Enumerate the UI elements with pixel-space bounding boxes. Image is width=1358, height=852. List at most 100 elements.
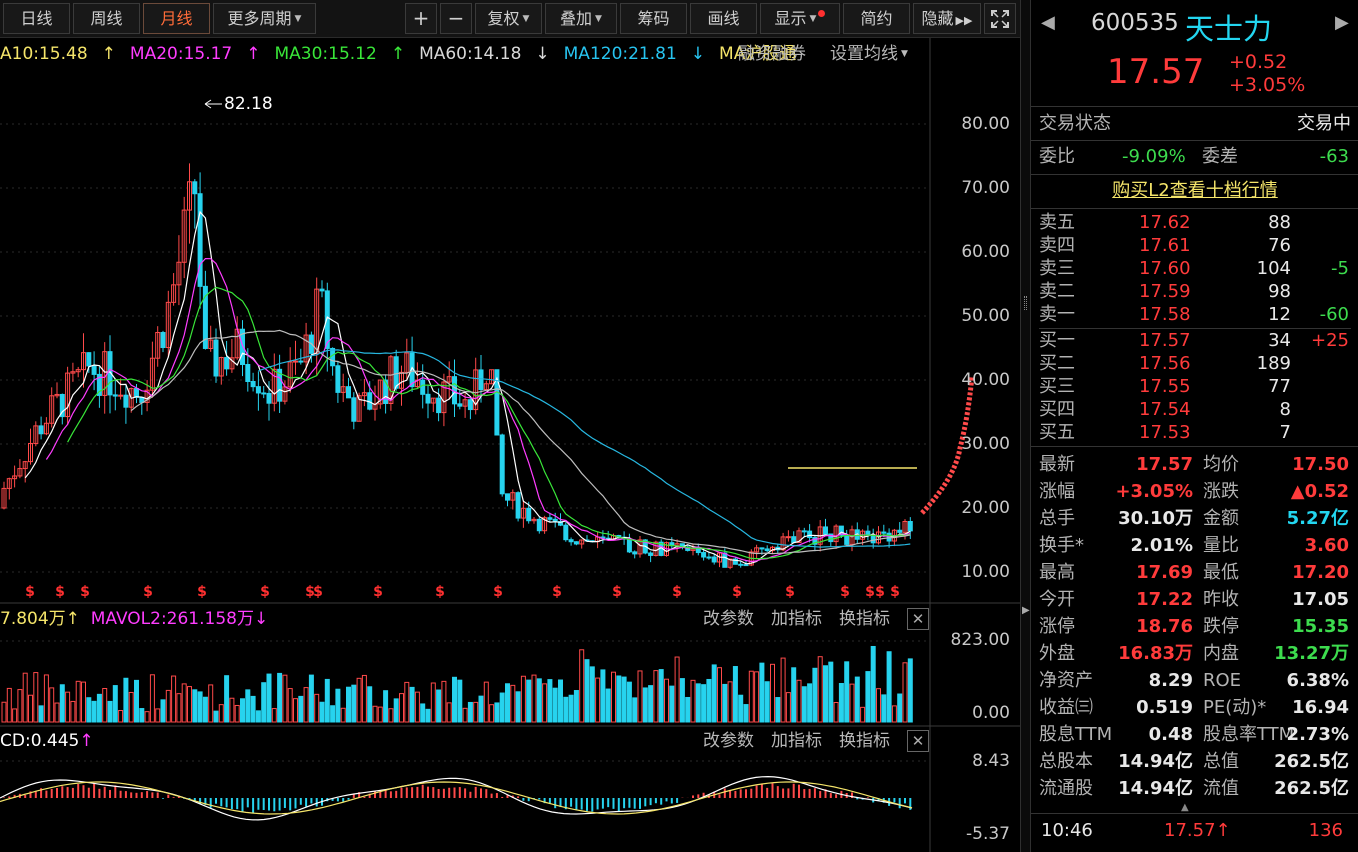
- collapse-arrow-icon[interactable]: ▶: [1022, 605, 1030, 616]
- panel-splitter[interactable]: ▶: [1020, 0, 1030, 852]
- volume-bar: [414, 691, 420, 723]
- bid-label: 买三: [1039, 376, 1075, 397]
- volume-bar: [356, 677, 362, 723]
- candle-body: [785, 536, 791, 539]
- candle-body: [388, 356, 394, 404]
- candle-body: [568, 539, 574, 543]
- day-period-button[interactable]: 日线: [3, 3, 70, 34]
- chips-button[interactable]: 筹码: [620, 3, 687, 34]
- kline-chart-area[interactable]: $ $ $ $ $ $ $ $ $ $ $ $ $ $ $ $ $ $ $ $ A10:15.48 ↑ MA20:15.1…: [0, 38, 1020, 852]
- fullscreen-button[interactable]: [984, 3, 1016, 34]
- l2-upgrade-link[interactable]: 购买L2查看十档行情: [1112, 180, 1278, 201]
- candle-body: [579, 539, 585, 545]
- expand-up-icon[interactable]: ▲: [1181, 802, 1189, 813]
- prev-stock-icon[interactable]: ◀: [1041, 12, 1055, 33]
- volume-bar: [648, 685, 654, 723]
- candle-body: [446, 376, 452, 383]
- vol-switch-indicator-button[interactable]: 换指标: [839, 609, 890, 629]
- volume-bar: [552, 687, 558, 723]
- hide-panel-button[interactable]: 隐藏 ▶▶: [913, 3, 981, 34]
- price-tick: 60.00: [961, 242, 1010, 262]
- candle-body: [807, 530, 813, 539]
- draw-line-button[interactable]: 画线: [690, 3, 757, 34]
- rzrq-button[interactable]: 融资融券: [738, 44, 806, 64]
- volume-bar: [770, 663, 775, 723]
- quote-panel: ◀ ▶ 600535 天士力 17.57 +0.52 +3.05% 交易状态 交…: [1030, 0, 1358, 852]
- zoom-in-button[interactable]: +: [405, 3, 437, 34]
- candle-body: [54, 393, 60, 397]
- volume-bar: [346, 686, 351, 723]
- dividend-marker-icon: $: [313, 584, 323, 600]
- zoom-out-button[interactable]: −: [440, 3, 472, 34]
- stat-value: 6.38%: [1286, 670, 1349, 691]
- divider: [1031, 174, 1358, 175]
- bid-label: 买四: [1039, 399, 1075, 420]
- candle-body: [181, 209, 187, 263]
- kline-chart-canvas[interactable]: $ $ $ $ $ $ $$ $ $ $ $ $ $ $ $ $ $ $ $: [0, 38, 1020, 852]
- candle-body: [255, 386, 261, 394]
- macd-add-indicator-button[interactable]: 加指标: [771, 731, 822, 751]
- vol-ma2-text: MAVOL2:261.158万: [90, 609, 254, 629]
- simple-mode-button[interactable]: 简约: [843, 3, 910, 34]
- candle-body: [430, 397, 436, 404]
- volume-bar: [22, 672, 28, 723]
- volume-bar: [616, 675, 622, 723]
- volume-bar: [679, 678, 685, 723]
- vol-close-icon[interactable]: ✕: [907, 608, 929, 630]
- candle-body: [462, 399, 468, 407]
- stat-value: 17.57: [1136, 454, 1193, 475]
- overlay-dropdown[interactable]: 叠加 ▼: [545, 3, 617, 34]
- volume-bar: [314, 693, 320, 723]
- volume-bar: [637, 670, 643, 723]
- candle-body: [632, 551, 638, 555]
- volume-bar: [43, 674, 49, 723]
- vol-params-button[interactable]: 改参数: [703, 609, 754, 629]
- candle-body: [155, 332, 161, 359]
- dividend-marker-icon: $: [865, 584, 875, 600]
- more-periods-dropdown[interactable]: 更多周期 ▼: [213, 3, 316, 34]
- macd-params-button[interactable]: 改参数: [703, 731, 754, 751]
- volume-bar: [727, 681, 733, 723]
- candle-body: [838, 525, 844, 536]
- volume-bar: [510, 684, 516, 723]
- ma-settings-dropdown[interactable]: 设置均线 ▼: [830, 43, 908, 65]
- volume-bar: [287, 688, 293, 723]
- dividend-marker-icon: $: [143, 584, 153, 600]
- stat-value: 262.5亿: [1274, 778, 1349, 799]
- vol-add-indicator-button[interactable]: 加指标: [771, 609, 822, 629]
- candle-body: [49, 395, 55, 424]
- month-period-button[interactable]: 月线: [143, 3, 210, 34]
- stat-label: 股息率TTM: [1203, 724, 1295, 745]
- stat-label: 外盘: [1039, 643, 1075, 664]
- candle-body: [361, 392, 367, 397]
- bid-change: +25: [1311, 330, 1349, 351]
- volume-bar: [112, 685, 118, 723]
- drag-handle-icon[interactable]: [1024, 296, 1027, 310]
- stat-label: 昨收: [1203, 589, 1239, 610]
- chevron-down-icon: ▼: [595, 14, 602, 24]
- candle-body: [510, 492, 516, 501]
- volume-bar: [817, 656, 823, 723]
- weibi-label: 委比: [1039, 146, 1075, 167]
- volume-bar: [361, 674, 367, 723]
- candle-body: [245, 363, 251, 383]
- macd-switch-indicator-button[interactable]: 换指标: [839, 731, 890, 751]
- candle-body: [112, 394, 118, 397]
- volume-bar: [187, 686, 192, 723]
- stat-label: 最新: [1039, 454, 1075, 475]
- fuquan-dropdown[interactable]: 复权 ▼: [475, 3, 542, 34]
- volume-bar: [558, 679, 563, 723]
- next-stock-icon[interactable]: ▶: [1335, 12, 1349, 33]
- price-tick: 20.00: [961, 498, 1010, 518]
- volume-bar: [446, 702, 452, 723]
- macd-close-icon[interactable]: ✕: [907, 730, 929, 752]
- volume-bar: [271, 708, 277, 723]
- volume-bar: [833, 701, 839, 723]
- volume-bar: [796, 679, 802, 723]
- stat-label: 涨幅: [1039, 481, 1075, 502]
- display-dropdown[interactable]: 显示 ▼: [760, 3, 840, 34]
- volume-bar: [208, 684, 214, 723]
- volume-bar: [171, 675, 177, 723]
- week-period-button[interactable]: 周线: [73, 3, 140, 34]
- volume-bar: [462, 707, 468, 723]
